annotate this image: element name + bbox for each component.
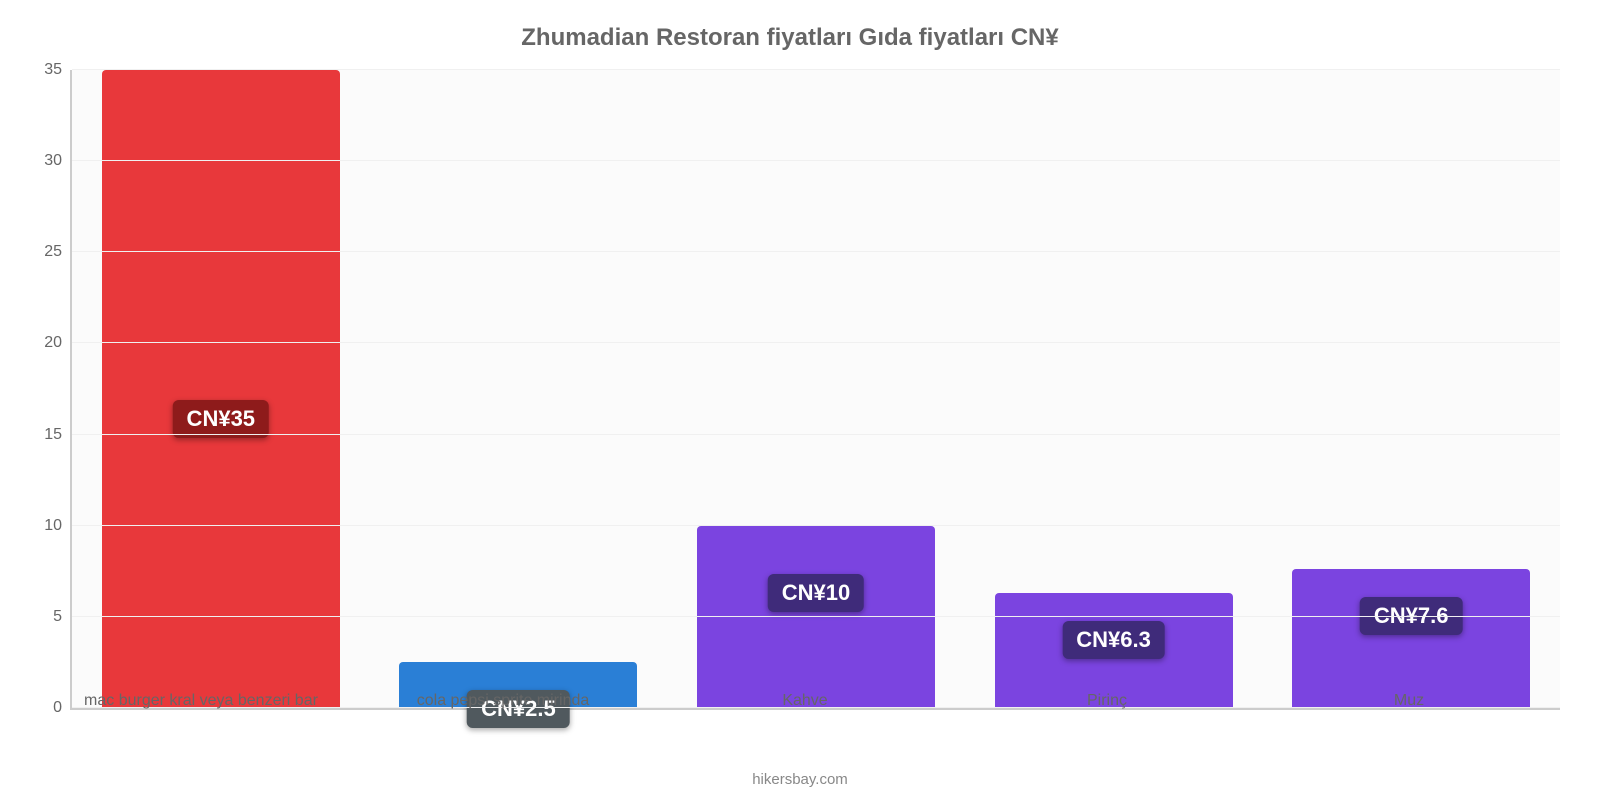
- gridline: [72, 434, 1560, 435]
- y-tick-label: 5: [53, 608, 62, 626]
- x-tick-label: Kahve: [654, 692, 956, 710]
- gridline: [72, 342, 1560, 343]
- gridline: [72, 525, 1560, 526]
- bar: CN¥6.3: [995, 593, 1233, 708]
- value-badge: CN¥6.3: [1062, 621, 1165, 659]
- bar-slot: CN¥2.5: [370, 70, 668, 708]
- y-tick-label: 20: [44, 334, 62, 352]
- bar-slot: CN¥10: [667, 70, 965, 708]
- value-badge: CN¥10: [768, 574, 864, 612]
- plot-area: CN¥35CN¥2.5CN¥10CN¥6.3CN¥7.6 05101520253…: [70, 70, 1560, 710]
- y-tick-label: 25: [44, 243, 62, 261]
- bar: CN¥7.6: [1292, 569, 1530, 708]
- y-tick-label: 30: [44, 152, 62, 170]
- y-tick-label: 35: [44, 61, 62, 79]
- x-tick-label: Pirinç: [956, 692, 1258, 710]
- bar-slot: CN¥6.3: [965, 70, 1263, 708]
- attribution-text: hikersbay.com: [0, 771, 1600, 788]
- x-tick-label: mac burger kral veya benzeri bar: [50, 692, 352, 710]
- gridline: [72, 251, 1560, 252]
- y-tick-label: 15: [44, 426, 62, 444]
- bar-slot: CN¥35: [72, 70, 370, 708]
- chart-container: Zhumadian Restoran fiyatları Gıda fiyatl…: [0, 0, 1600, 800]
- gridline: [72, 616, 1560, 617]
- chart-title: Zhumadian Restoran fiyatları Gıda fiyatl…: [20, 24, 1560, 52]
- gridline: [72, 160, 1560, 161]
- value-badge: CN¥35: [173, 400, 269, 438]
- x-axis-labels: mac burger kral veya benzeri barcola pep…: [50, 692, 1560, 710]
- gridline: [72, 69, 1560, 70]
- bar: CN¥35: [102, 70, 340, 708]
- bars-row: CN¥35 CN¥2.5 CN¥10 CN¥6.3 CN¥7.6: [72, 70, 1560, 708]
- bar-slot: CN¥7.6: [1262, 70, 1560, 708]
- x-tick-label: cola pepsi sprite mirinda: [352, 692, 654, 710]
- x-tick-label: Muz: [1258, 692, 1560, 710]
- y-tick-label: 10: [44, 517, 62, 535]
- bar: CN¥10: [697, 526, 935, 708]
